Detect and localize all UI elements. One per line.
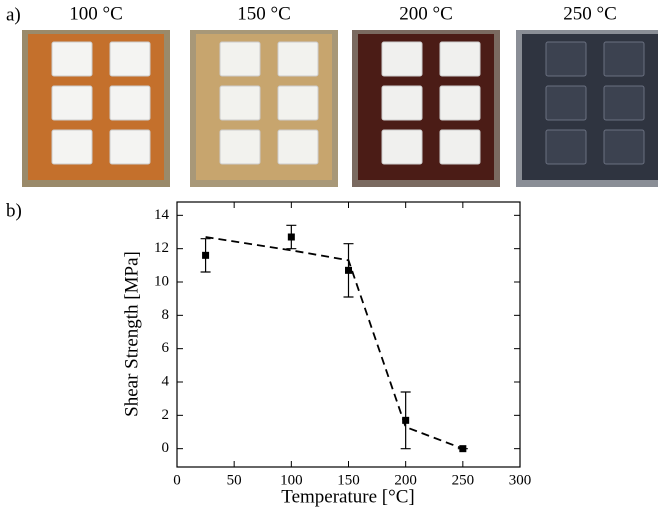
photo-square: [381, 41, 423, 77]
photo-square: [603, 129, 645, 165]
x-axis-title: Temperature [°C]: [281, 486, 414, 507]
photo-label: 200 °C: [399, 3, 453, 24]
photo-square: [109, 85, 151, 121]
y-tick-label: 10: [154, 273, 169, 289]
photo-label: 250 °C: [563, 3, 617, 24]
photo-square: [109, 41, 151, 77]
data-point: [402, 416, 410, 424]
photo-square: [51, 129, 93, 165]
y-tick-label: 2: [162, 407, 170, 423]
photo-square: [219, 41, 261, 77]
photo-square: [219, 85, 261, 121]
data-point: [345, 266, 352, 274]
photo-square: [439, 85, 481, 121]
y-tick-label: 4: [162, 373, 170, 389]
data-point: [287, 233, 295, 241]
photo-square: [219, 129, 261, 165]
photo-label: 150 °C: [237, 3, 291, 24]
photo-square: [545, 41, 587, 77]
photo-square: [439, 41, 481, 77]
photo-square: [439, 129, 481, 165]
photo-square: [109, 129, 151, 165]
x-tick-label: 150: [337, 472, 360, 488]
plot-frame: [176, 201, 521, 468]
panel-label: b): [6, 200, 22, 221]
y-tick-label: 0: [162, 440, 170, 456]
y-tick-label: 12: [154, 240, 169, 256]
panel-label: a): [6, 4, 21, 25]
x-tick-label: 300: [509, 472, 532, 488]
y-axis-title: Shear Strength [MPa]: [121, 251, 142, 417]
photo-square: [381, 85, 423, 121]
data-point: [202, 251, 210, 259]
x-tick-label: 0: [173, 472, 181, 488]
photo-square: [603, 41, 645, 77]
x-tick-label: 200: [394, 472, 417, 488]
x-tick-label: 250: [452, 472, 475, 488]
photo-square: [277, 129, 319, 165]
photo-square: [51, 85, 93, 121]
data-point: [459, 445, 467, 453]
photo-square: [51, 41, 93, 77]
photo-label: 100 °C: [69, 3, 123, 24]
x-tick-label: 100: [280, 472, 303, 488]
photo-square: [277, 85, 319, 121]
y-tick-label: 6: [162, 340, 170, 356]
photo-square: [381, 129, 423, 165]
photo-square: [603, 85, 645, 121]
x-tick-label: 50: [227, 472, 242, 488]
photo-square: [545, 85, 587, 121]
photo-square: [545, 129, 587, 165]
y-tick-label: 14: [154, 207, 170, 223]
y-tick-label: 8: [162, 307, 170, 323]
trend-line: [205, 236, 464, 450]
photo-square: [277, 41, 319, 77]
